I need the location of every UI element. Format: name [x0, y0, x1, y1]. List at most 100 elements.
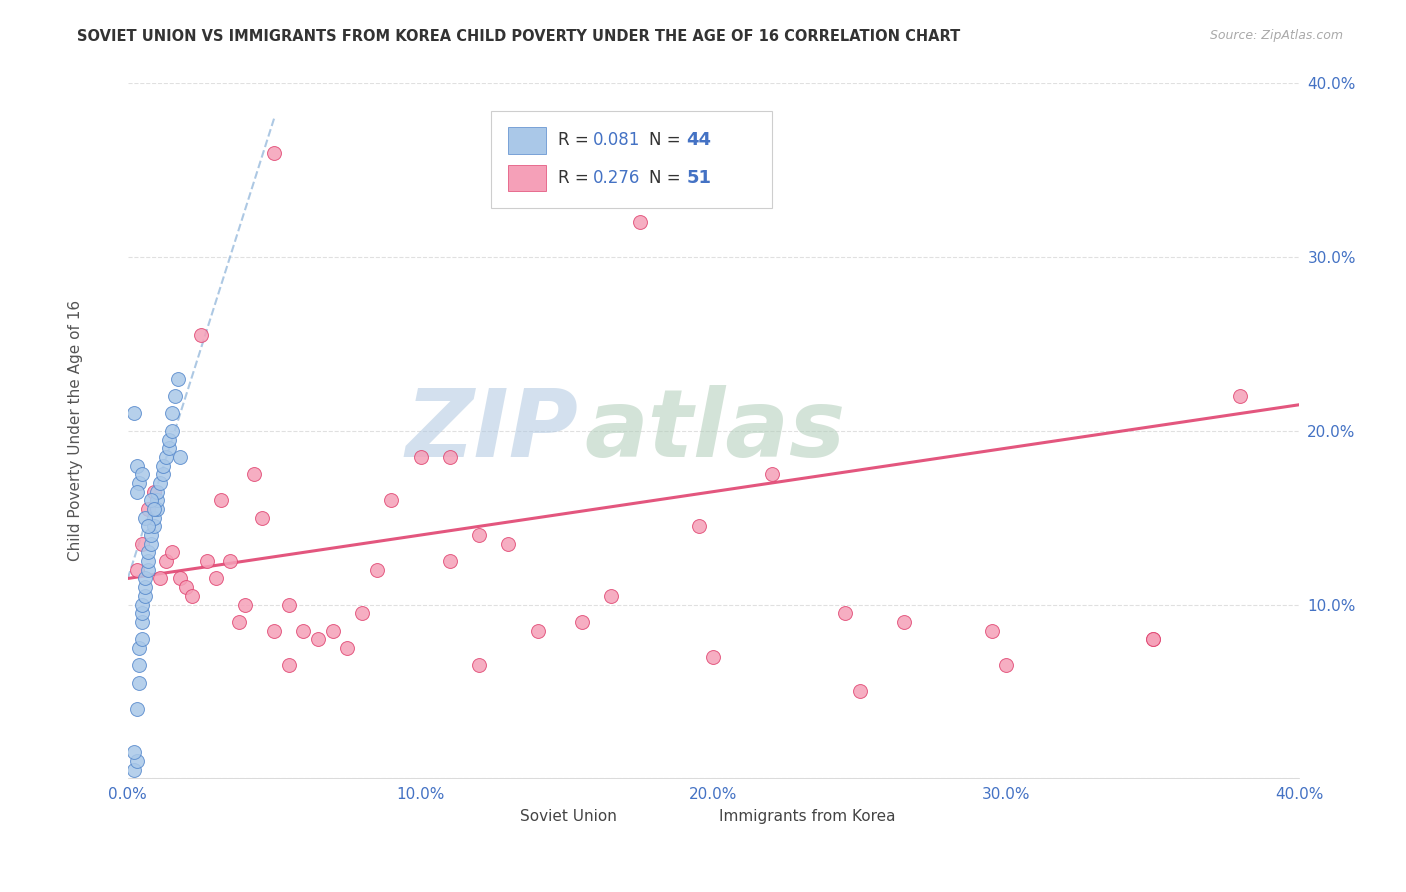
Point — [155, 450, 177, 464]
Point — [157, 433, 180, 447]
Point — [146, 502, 169, 516]
Point — [136, 563, 159, 577]
Text: N =: N = — [650, 131, 686, 150]
Point — [125, 702, 148, 716]
Point — [149, 475, 172, 490]
Point — [125, 458, 148, 473]
Point — [128, 658, 150, 673]
Point — [163, 389, 186, 403]
Point — [143, 510, 166, 524]
Text: Immigrants from Korea: Immigrants from Korea — [720, 809, 896, 824]
Point — [166, 372, 188, 386]
Point — [122, 745, 145, 759]
Point — [190, 328, 212, 343]
Point — [211, 493, 233, 508]
Point — [131, 606, 153, 620]
Point — [128, 475, 150, 490]
Text: N =: N = — [650, 169, 686, 187]
Text: SOVIET UNION VS IMMIGRANTS FROM KOREA CHILD POVERTY UNDER THE AGE OF 16 CORRELAT: SOVIET UNION VS IMMIGRANTS FROM KOREA CH… — [77, 29, 960, 44]
Point — [242, 467, 264, 482]
Point — [176, 580, 198, 594]
Point — [228, 615, 250, 629]
Point — [498, 537, 520, 551]
Point — [146, 493, 169, 508]
Point — [849, 684, 872, 698]
Point — [143, 502, 166, 516]
Point — [1142, 632, 1164, 647]
Point — [263, 624, 285, 638]
Point — [125, 754, 148, 768]
Point — [169, 450, 191, 464]
Point — [131, 615, 153, 629]
Text: R =: R = — [558, 169, 593, 187]
Point — [136, 554, 159, 568]
Point — [468, 528, 491, 542]
Point — [292, 624, 315, 638]
Text: 0.081: 0.081 — [593, 131, 640, 150]
Point — [122, 763, 145, 777]
Point — [152, 458, 174, 473]
Point — [1142, 632, 1164, 647]
Point — [136, 519, 159, 533]
Point — [204, 571, 226, 585]
Point — [350, 606, 373, 620]
Point — [160, 407, 183, 421]
Point — [155, 554, 177, 568]
Text: atlas: atlas — [585, 384, 846, 477]
Point — [169, 571, 191, 585]
Point — [195, 554, 218, 568]
Point — [219, 554, 242, 568]
Point — [380, 493, 402, 508]
Point — [468, 658, 491, 673]
Point — [995, 658, 1018, 673]
Point — [980, 624, 1002, 638]
Point — [366, 563, 388, 577]
Point — [233, 598, 256, 612]
Point — [263, 145, 285, 160]
Text: R =: R = — [558, 131, 593, 150]
Point — [160, 424, 183, 438]
FancyBboxPatch shape — [678, 804, 711, 829]
Text: ZIP: ZIP — [406, 384, 579, 477]
Point — [307, 632, 329, 647]
Point — [128, 675, 150, 690]
Point — [131, 537, 153, 551]
Point — [252, 510, 274, 524]
Text: Source: ZipAtlas.com: Source: ZipAtlas.com — [1209, 29, 1343, 42]
Point — [571, 615, 593, 629]
Point — [409, 450, 432, 464]
Point — [141, 493, 163, 508]
Point — [134, 510, 156, 524]
Point — [526, 624, 548, 638]
Point — [181, 589, 204, 603]
Text: 51: 51 — [686, 169, 711, 187]
Point — [157, 441, 180, 455]
Point — [600, 589, 623, 603]
Point — [125, 484, 148, 499]
Point — [136, 545, 159, 559]
Point — [136, 502, 159, 516]
Point — [143, 484, 166, 499]
Point — [628, 215, 651, 229]
Point — [160, 545, 183, 559]
Point — [834, 606, 856, 620]
Point — [141, 528, 163, 542]
Point — [131, 598, 153, 612]
FancyBboxPatch shape — [479, 804, 512, 829]
Point — [1229, 389, 1251, 403]
FancyBboxPatch shape — [509, 165, 546, 191]
Point — [134, 580, 156, 594]
Point — [688, 519, 710, 533]
Point — [141, 537, 163, 551]
FancyBboxPatch shape — [509, 128, 546, 153]
Point — [146, 484, 169, 499]
FancyBboxPatch shape — [491, 112, 772, 209]
Point — [128, 640, 150, 655]
Point — [439, 450, 461, 464]
Point — [336, 640, 359, 655]
Point — [277, 598, 299, 612]
Point — [134, 589, 156, 603]
Text: 0.276: 0.276 — [593, 169, 640, 187]
Point — [143, 519, 166, 533]
Text: 44: 44 — [686, 131, 711, 150]
